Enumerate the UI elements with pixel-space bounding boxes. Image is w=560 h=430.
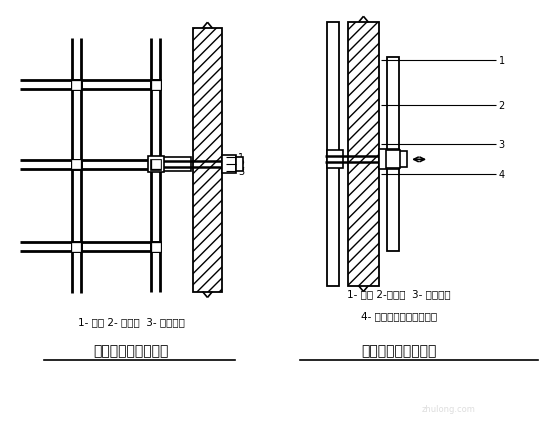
Text: 3: 3 <box>498 140 505 150</box>
Bar <box>150 242 161 253</box>
Bar <box>148 157 164 173</box>
Bar <box>71 160 82 170</box>
Bar <box>71 80 82 91</box>
Bar <box>388 58 399 251</box>
Bar <box>150 160 161 170</box>
Bar <box>71 242 82 253</box>
Bar <box>379 150 399 170</box>
Bar <box>399 152 407 168</box>
Bar <box>152 243 160 251</box>
Text: 1- 垫木 2- 短钉管  3- 直角扣件: 1- 垫木 2- 短钉管 3- 直角扣件 <box>77 316 184 326</box>
Text: 1: 1 <box>238 153 244 163</box>
Text: 2: 2 <box>238 160 245 170</box>
Bar <box>193 29 222 292</box>
Text: zhulong.com: zhulong.com <box>422 404 476 413</box>
Bar <box>72 243 80 251</box>
Bar <box>236 158 243 172</box>
Bar <box>348 23 379 286</box>
Bar <box>326 151 343 169</box>
Text: 2: 2 <box>498 101 505 111</box>
Bar <box>152 161 160 169</box>
Bar <box>152 82 160 89</box>
Bar <box>386 151 400 169</box>
Text: 4- 连向立柱或横向水平杆: 4- 连向立柱或横向水平杆 <box>361 310 437 321</box>
Text: 1- 垫木 2-短钉管  3- 直角扣件: 1- 垫木 2-短钉管 3- 直角扣件 <box>347 289 451 299</box>
Text: 3: 3 <box>238 167 244 177</box>
Bar <box>161 158 190 172</box>
Bar <box>326 23 339 286</box>
Text: 双排脚手架（平面）: 双排脚手架（平面） <box>94 344 169 357</box>
Text: 4: 4 <box>498 170 505 180</box>
Text: 1: 1 <box>498 56 505 66</box>
Bar <box>222 156 236 174</box>
Text: 门窗洞口处的连墙点: 门窗洞口处的连墙点 <box>362 344 437 357</box>
Bar <box>72 82 80 89</box>
Bar <box>150 80 161 91</box>
Bar <box>72 161 80 169</box>
